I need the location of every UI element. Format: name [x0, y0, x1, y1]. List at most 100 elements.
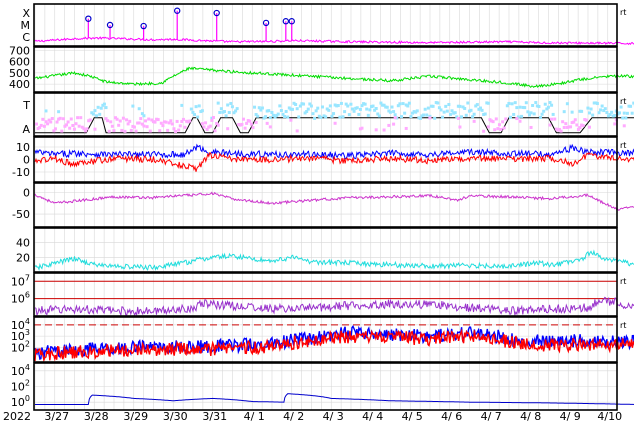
- data-point: [216, 101, 220, 105]
- data-point: [399, 115, 403, 119]
- data-point: [246, 119, 250, 123]
- data-point: [309, 104, 313, 108]
- data-point: [411, 111, 415, 115]
- data-point: [534, 101, 538, 105]
- data-point: [248, 119, 252, 123]
- data-point: [529, 111, 533, 115]
- data-point: [392, 110, 396, 114]
- data-point: [428, 114, 432, 118]
- data-point: [505, 104, 509, 108]
- data-point: [257, 106, 261, 110]
- flare-marker: [288, 18, 295, 25]
- data-point: [561, 120, 565, 124]
- x-tick-label: 4/ 7: [481, 410, 502, 423]
- data-point: [456, 116, 460, 120]
- data-point: [169, 119, 173, 123]
- data-point: [493, 128, 497, 132]
- data-point: [185, 119, 189, 123]
- data-point: [320, 105, 324, 109]
- data-point: [483, 112, 487, 116]
- data-point: [488, 118, 492, 122]
- data-point: [254, 112, 258, 116]
- data-point: [215, 121, 219, 125]
- data-point: [197, 104, 201, 108]
- data-point: [580, 123, 584, 127]
- data-point: [311, 112, 315, 116]
- data-point: [270, 111, 274, 115]
- data-point: [275, 113, 279, 117]
- data-point: [349, 102, 353, 106]
- x-tick-label: 3/27: [44, 410, 69, 423]
- data-point: [317, 114, 321, 118]
- data-point: [398, 102, 402, 106]
- data-point: [289, 107, 293, 111]
- data-point: [352, 109, 356, 113]
- data-point: [82, 127, 86, 131]
- x-axis: 2022 3/27 3/28 3/29 3/30 3/31 4/ 1 4/ 2 4/ 3 4/ 4…: [3, 410, 622, 423]
- data-point: [322, 114, 326, 118]
- data-point: [63, 124, 67, 128]
- data-point: [346, 104, 350, 108]
- data-point: [442, 110, 446, 114]
- x-tick-label: 4/ 1: [244, 410, 265, 423]
- data-point: [358, 107, 362, 111]
- y-tick-label: 40: [16, 237, 30, 250]
- data-point: [268, 116, 272, 120]
- data-point: [532, 112, 536, 116]
- y-tick-label: M: [21, 19, 31, 32]
- data-point: [333, 103, 337, 107]
- data-point: [515, 117, 519, 121]
- data-point: [355, 106, 359, 110]
- data-point: [388, 110, 392, 114]
- data-point: [289, 118, 293, 122]
- data-point: [93, 109, 97, 113]
- data-point: [112, 129, 116, 133]
- panel-frame: [33, 316, 618, 363]
- data-point: [316, 106, 320, 110]
- side-marker: rt: [620, 97, 626, 106]
- data-point: [371, 104, 375, 108]
- data-point: [584, 118, 588, 122]
- data-point: [85, 127, 89, 131]
- data-point: [548, 101, 552, 105]
- data-point: [268, 125, 272, 129]
- data-point: [499, 127, 503, 131]
- y-tick-label: A: [22, 123, 30, 136]
- data-point: [245, 121, 249, 125]
- data-point: [472, 112, 476, 116]
- data-point: [575, 123, 579, 127]
- data-point: [339, 101, 343, 105]
- data-point: [592, 101, 596, 105]
- data-point: [501, 120, 505, 124]
- data-point: [431, 104, 435, 108]
- side-marker: rt: [620, 321, 626, 330]
- data-point: [494, 117, 498, 121]
- data-point: [260, 106, 264, 110]
- data-point: [99, 106, 103, 110]
- data-point: [226, 103, 230, 107]
- series-line: [34, 296, 634, 317]
- data-point: [295, 129, 299, 133]
- data-point: [83, 129, 87, 133]
- panel-frame: [33, 46, 618, 93]
- data-point: [595, 102, 599, 106]
- x-tick-label: 4/ 4: [362, 410, 383, 423]
- data-point: [148, 129, 152, 133]
- data-point: [338, 115, 342, 119]
- data-point: [104, 117, 108, 121]
- data-point: [131, 124, 135, 128]
- data-point: [518, 119, 522, 123]
- data-point: [200, 122, 204, 126]
- data-point: [142, 124, 146, 128]
- data-point: [373, 108, 377, 112]
- y-tick-label: 500: [9, 67, 30, 80]
- data-point: [238, 123, 242, 127]
- data-point: [319, 115, 323, 119]
- data-point: [550, 103, 554, 107]
- data-point: [447, 103, 451, 107]
- y-tick-label: 106: [11, 291, 30, 306]
